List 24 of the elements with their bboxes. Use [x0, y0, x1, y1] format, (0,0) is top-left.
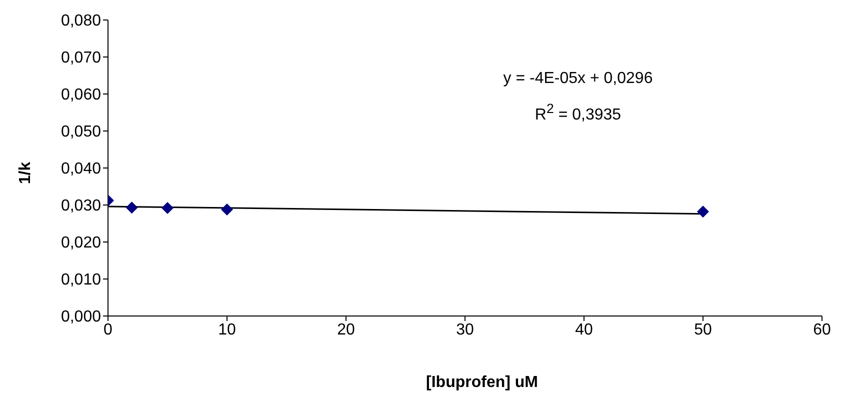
y-tick-label: 0,070: [60, 50, 102, 67]
y-tick-label: 0,050: [60, 124, 102, 141]
y-tick-label: 0,040: [60, 160, 102, 178]
point: [221, 203, 233, 216]
x-tick-label: 0: [104, 321, 113, 338]
x-tick-label: 30: [456, 321, 474, 338]
y-tick-label: 0,000: [60, 308, 102, 326]
annotation: R$^{2}$ = 0,3935: [534, 100, 622, 126]
x-axis-title: [Ibuprofen] uM: [426, 374, 538, 392]
x-tick-label: 20: [337, 321, 355, 338]
point: [162, 202, 174, 214]
y-tick-label: 0,020: [60, 234, 102, 252]
x-tick-label: 40: [575, 321, 593, 338]
point: [126, 202, 138, 214]
point: [697, 206, 709, 218]
y-tick-label: 0,060: [60, 86, 102, 104]
x-tick-label: 60: [813, 321, 831, 338]
y-tick-label: 0,030: [60, 198, 102, 215]
y-tick-label: 0,010: [60, 272, 102, 289]
x-tick-label: 50: [694, 321, 712, 338]
y-tick-label: 0,080: [60, 12, 102, 30]
x-tick-label: 10: [218, 321, 236, 338]
y-axis-title: 1/k: [17, 162, 35, 184]
annotation: y = -4E-05x + 0,0296: [502, 69, 654, 89]
